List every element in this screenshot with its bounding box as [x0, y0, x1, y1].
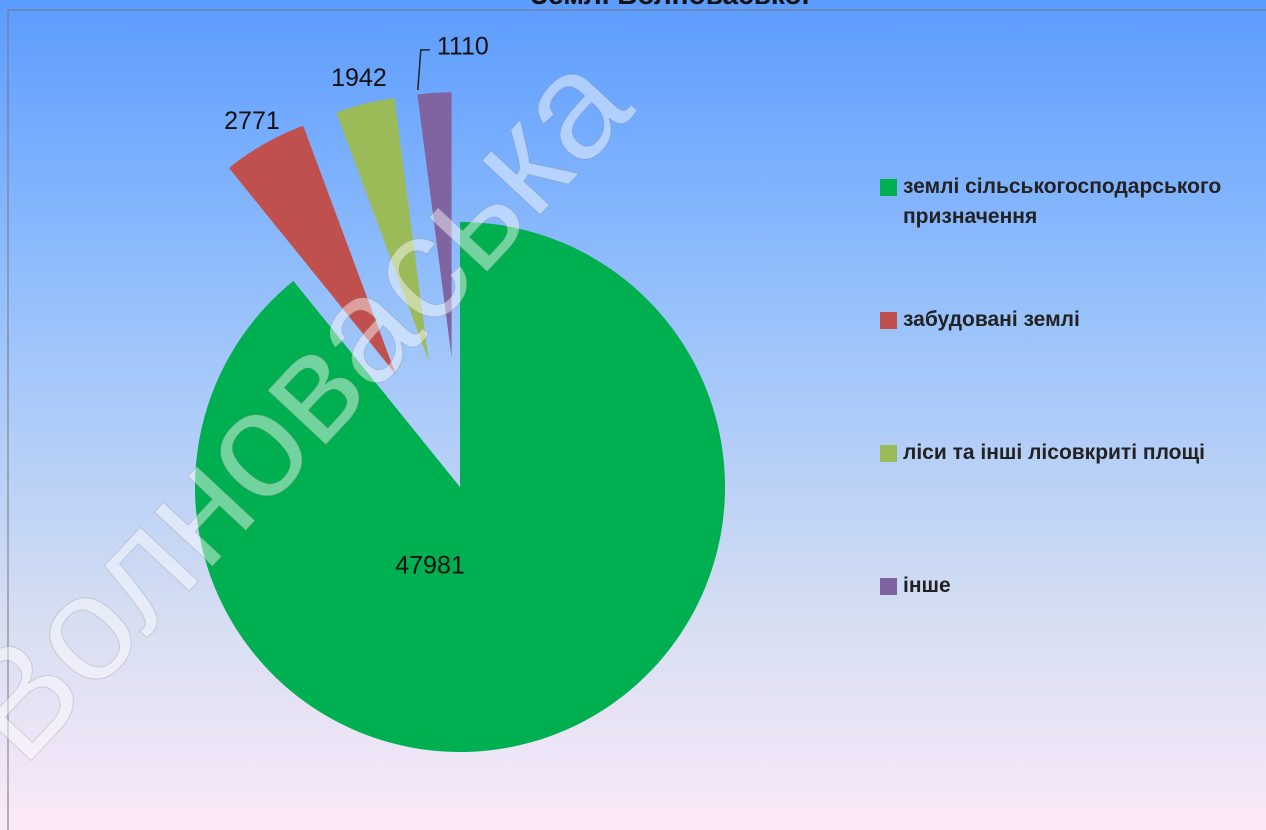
data-label: 1942: [331, 64, 387, 92]
legend-swatch: [880, 312, 897, 329]
legend-item: ліси та інші лісовкриті площі: [880, 438, 1250, 468]
pie-slice: [228, 125, 396, 375]
data-label: 2771: [224, 107, 280, 135]
leader-line: [417, 49, 430, 90]
legend-swatch: [880, 445, 897, 462]
legend-swatch: [880, 179, 897, 196]
legend-item: забудовані землі: [880, 305, 1250, 335]
chart-title: Землі Волноваської: [530, 0, 810, 10]
legend-label: інше: [903, 574, 951, 597]
legend-item: інше: [880, 571, 1250, 601]
pie-slice: [336, 98, 429, 361]
legend-item: землі сільськогосподарського призначення: [880, 172, 1250, 232]
pie-slice: [417, 92, 452, 358]
legend-swatch: [880, 578, 897, 595]
legend-label: ліси та інші лісовкриті площі: [903, 441, 1206, 464]
data-label: 47981: [395, 552, 465, 580]
legend-label: забудовані землі: [903, 308, 1080, 331]
pie-slice: [195, 222, 725, 752]
data-label: 1110: [437, 32, 489, 60]
legend-label: землі сільськогосподарського призначення: [903, 175, 1222, 228]
